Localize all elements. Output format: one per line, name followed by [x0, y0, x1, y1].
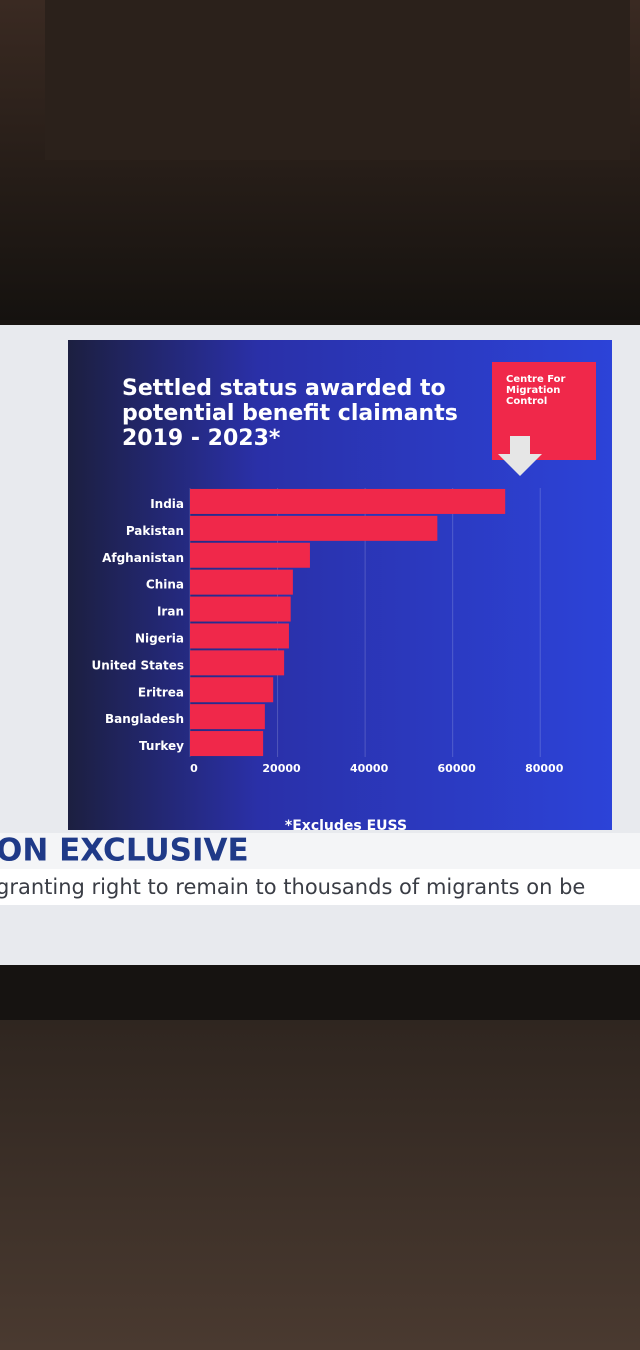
footnote: *Excludes EUSS — [285, 818, 407, 834]
logo-text: Centre For Migration Control — [506, 374, 566, 407]
bar — [190, 731, 264, 757]
bar — [190, 488, 506, 514]
title-box: Settled status awarded to potential bene… — [122, 376, 458, 451]
bar — [190, 515, 438, 541]
bar — [190, 542, 310, 568]
y-tick-label: Nigeria — [135, 631, 184, 645]
bar — [190, 650, 285, 676]
bar — [190, 623, 289, 649]
y-tick-label: Afghanistan — [102, 551, 184, 565]
bar — [190, 677, 274, 703]
x-tick-label: 20000 — [262, 762, 301, 775]
y-tick-label: Turkey — [139, 739, 184, 753]
banner-text-bg — [0, 869, 640, 905]
chart-title: Settled status awarded to potential bene… — [122, 376, 458, 451]
y-tick-label: China — [146, 578, 184, 592]
plot: 0 20000 40000 60000 80000 India Pakistan Afghan… — [91, 488, 564, 775]
x-tick-label: 40000 — [350, 762, 389, 775]
x-tick-label: 60000 — [438, 762, 477, 775]
x-tick-label: 80000 — [525, 762, 564, 775]
y-tick-label: United States — [91, 658, 184, 672]
x-tick-label: 0 — [190, 762, 198, 775]
bar — [190, 596, 291, 622]
bar — [190, 704, 265, 730]
y-tick-label: Eritrea — [138, 685, 184, 699]
banner-title-bg — [0, 833, 640, 869]
logo-arrow — [498, 436, 542, 476]
logo-box — [492, 362, 596, 460]
y-tick-label: Iran — [157, 605, 184, 619]
y-tick-label: Pakistan — [126, 524, 184, 538]
tv-bezel — [0, 960, 640, 1020]
logo-text-box: Centre For Migration Control — [506, 374, 566, 407]
y-tick-label: India — [150, 497, 184, 511]
background-table — [0, 960, 640, 1350]
banner-title: ON EXCLUSIVE — [0, 833, 249, 869]
banner-text: granting right to remain to thousands of… — [0, 875, 585, 899]
bar — [190, 569, 293, 595]
picture-frame — [45, 0, 630, 160]
y-tick-label: Bangladesh — [105, 712, 184, 726]
